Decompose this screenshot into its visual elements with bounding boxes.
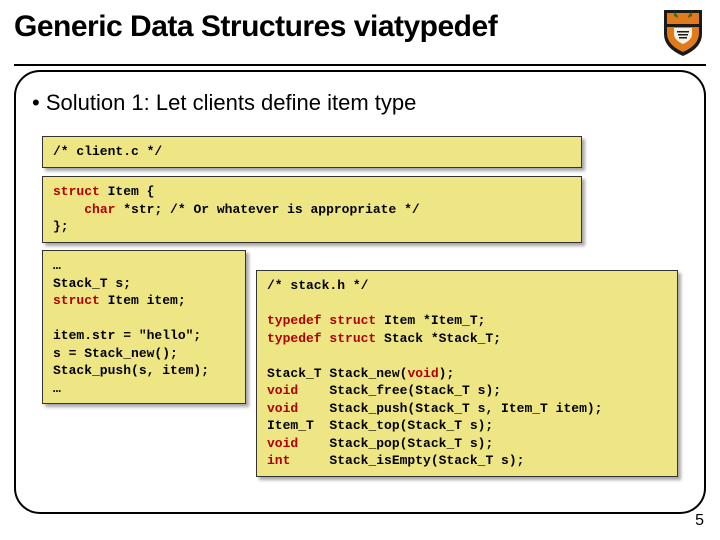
code-client-header: /* client.c */	[42, 136, 582, 168]
keyword-char: char	[84, 202, 115, 217]
keyword-int: int	[267, 453, 290, 468]
shield-icon	[660, 8, 706, 58]
keyword-void-2: void	[267, 383, 298, 398]
title-bar: Generic Data Structures viatypedef	[14, 10, 706, 66]
code-stack-header: /* stack.h */ typedef struct Item *Item_…	[256, 270, 678, 477]
keyword-void-3: void	[267, 401, 298, 416]
keyword-void-4: void	[267, 436, 298, 451]
keyword-typedef-2: typedef struct	[267, 331, 376, 346]
slide-title: Generic Data Structures viatypedef	[14, 10, 497, 44]
keyword-struct-2: struct	[53, 293, 100, 308]
bullet-solution: • Solution 1: Let clients define item ty…	[32, 90, 416, 116]
code-struct-item: struct Item { char *str; /* Or whatever …	[42, 176, 582, 243]
code-client-body: … Stack_T s; struct Item item; item.str …	[42, 250, 246, 404]
keyword-struct: struct	[53, 184, 100, 199]
slide: Generic Data Structures viatypedef • Sol…	[0, 0, 720, 540]
keyword-typedef-1: typedef struct	[267, 313, 376, 328]
keyword-void-1: void	[407, 366, 438, 381]
page-number: 5	[695, 512, 704, 530]
